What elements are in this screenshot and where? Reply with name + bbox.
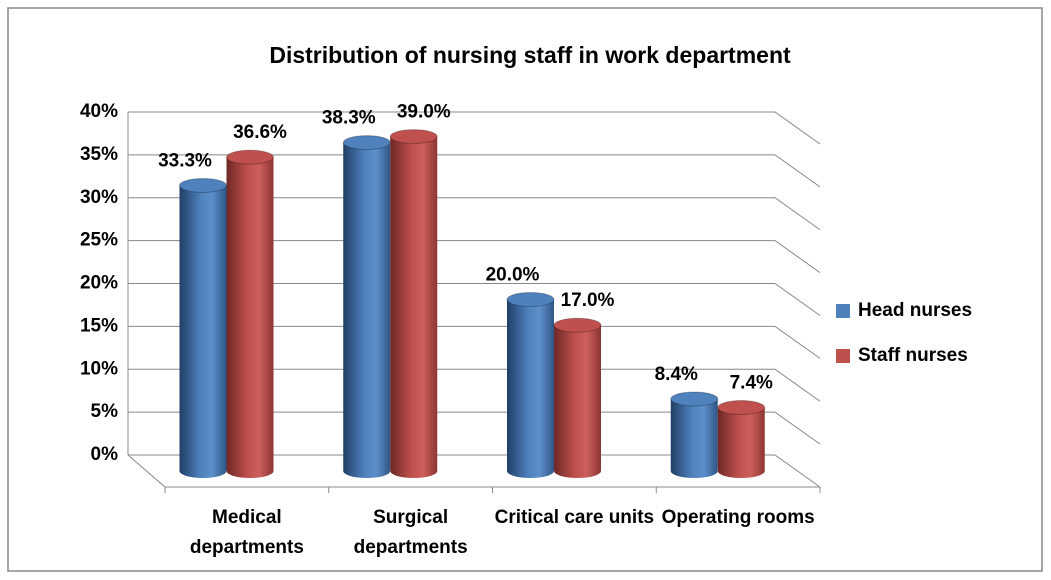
bar-top: [670, 391, 719, 407]
bar-body: [554, 325, 601, 479]
x-tick-label-box: Medical departments: [189, 507, 304, 558]
y-tick-label: 5%: [91, 401, 119, 422]
bar-top: [553, 317, 602, 333]
bar-body: [717, 407, 765, 479]
bar: [670, 391, 719, 479]
x-tick-label-box: Critical care units: [494, 507, 655, 528]
bar-top: [389, 129, 438, 145]
bar: [342, 135, 391, 479]
data-label: 38.3%: [322, 108, 376, 129]
bar-body: [179, 185, 227, 479]
floor-edge: [127, 454, 166, 488]
bar: [226, 149, 274, 478]
bar-top: [342, 135, 391, 151]
bar-body: [390, 136, 438, 479]
bar-body: [507, 299, 554, 479]
bar-body: [343, 142, 391, 479]
y-tick-label: 15%: [80, 315, 118, 336]
data-label: 33.3%: [158, 150, 212, 171]
legend-label: Head nurses: [858, 300, 972, 321]
x-tick-label: Surgical departments: [353, 507, 468, 558]
bar: [717, 400, 766, 479]
data-label: 39.0%: [397, 102, 451, 123]
bar-top: [226, 149, 274, 165]
y-tick-label: 20%: [80, 273, 118, 294]
legend-swatch: [836, 349, 850, 363]
bar: [553, 317, 602, 479]
x-tick-label-box: Operating rooms: [661, 507, 815, 528]
data-label: 8.4%: [655, 364, 698, 385]
y-tick-label: 0%: [91, 444, 119, 465]
chart-title: Distribution of nursing staff in work de…: [269, 42, 791, 68]
bar: [389, 129, 438, 479]
data-label: 17.0%: [561, 290, 615, 311]
y-tick-label: 40%: [80, 101, 118, 122]
x-tick-label-box: Surgical departments: [353, 507, 468, 558]
bar-top: [506, 292, 555, 307]
y-tick-label: 30%: [80, 187, 118, 208]
legend-swatch: [836, 304, 850, 318]
y-tick-label: 10%: [80, 358, 118, 379]
bar-body: [670, 398, 718, 479]
x-tick-label: Operating rooms: [661, 507, 815, 528]
data-label: 36.6%: [233, 122, 287, 143]
x-tick-label: Critical care units: [494, 507, 655, 528]
bar: [506, 292, 555, 479]
grid-line: [128, 111, 821, 145]
y-tick-label: 35%: [80, 144, 118, 165]
data-label: 7.4%: [730, 373, 773, 394]
bar: [179, 177, 227, 479]
data-label: 20.0%: [486, 265, 540, 286]
bar-top: [717, 400, 766, 416]
y-tick-label: 25%: [80, 230, 118, 251]
bar-top: [179, 177, 227, 193]
x-tick-label: Medical departments: [189, 507, 304, 558]
legend-label: Staff nurses: [858, 345, 968, 366]
bar-body: [226, 157, 274, 478]
